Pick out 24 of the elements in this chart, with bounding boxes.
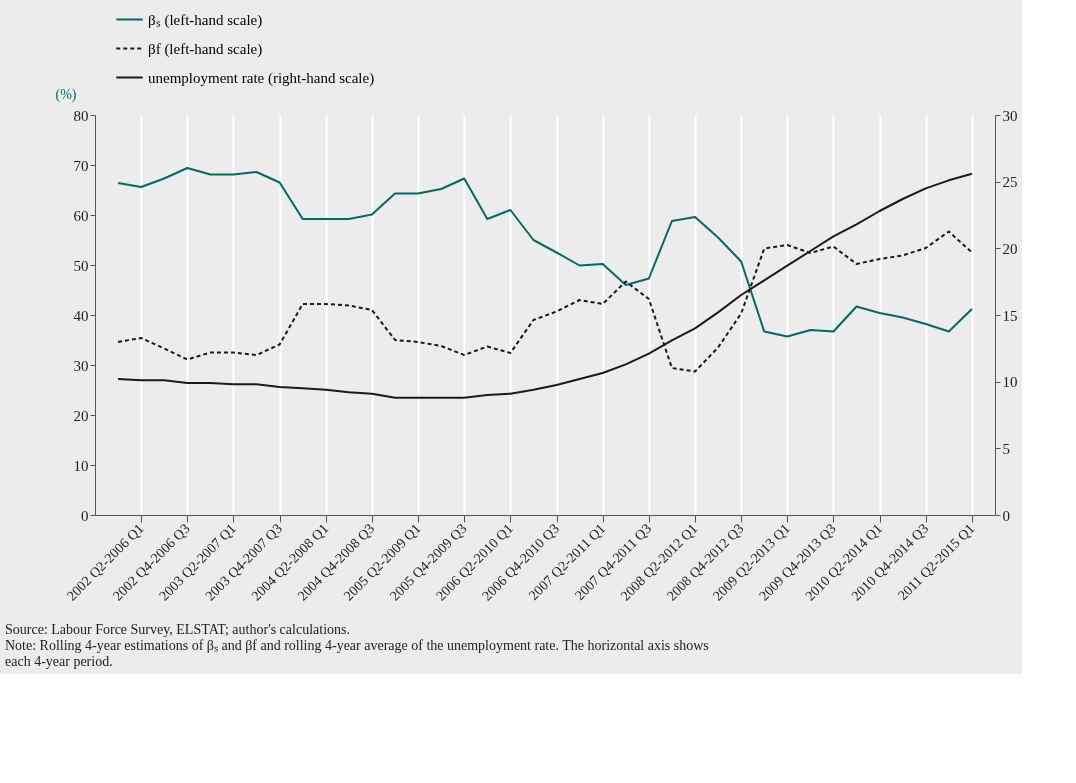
y2-tick-label: 30 [1002, 107, 1018, 124]
y2-tick-label: 0 [1002, 507, 1010, 524]
source-note: Source: Labour Force Survey, ELSTAT; author's calculations. [5, 621, 350, 637]
y-tick-label: 20 [73, 407, 89, 424]
legend-label: unemployment rate (right-hand scale) [148, 69, 375, 87]
line-series [117, 167, 973, 338]
legend-label: βf (left-hand scale) [148, 40, 263, 58]
y2-tick-label: 20 [1002, 240, 1018, 257]
y2-tick-label: 15 [1002, 307, 1018, 324]
legend-label: βₛ (left-hand scale) [148, 11, 263, 29]
y-tick-label: 30 [73, 357, 89, 374]
y-tick-label: 50 [73, 257, 89, 274]
y-tick-label: 60 [73, 207, 89, 224]
text: Note: Rolling 4-year estimations of βₛ and βf and rolling 4-year average of the unemployment rate. The horizontal axis shows each 4-year period. [5, 637, 709, 669]
y2-tick-label: 5 [1002, 440, 1010, 457]
y-tick-label: 0 [81, 507, 89, 524]
y2-tick-label: 10 [1002, 374, 1018, 391]
line-series [117, 172, 973, 399]
y-tick-label: 40 [73, 307, 89, 324]
y-tick-label: 80 [73, 107, 89, 124]
y-axis-title: (%) [55, 86, 77, 103]
y-tick-label: 70 [73, 157, 89, 174]
y-tick-label: 10 [73, 457, 89, 474]
y2-tick-label: 25 [1002, 174, 1018, 191]
